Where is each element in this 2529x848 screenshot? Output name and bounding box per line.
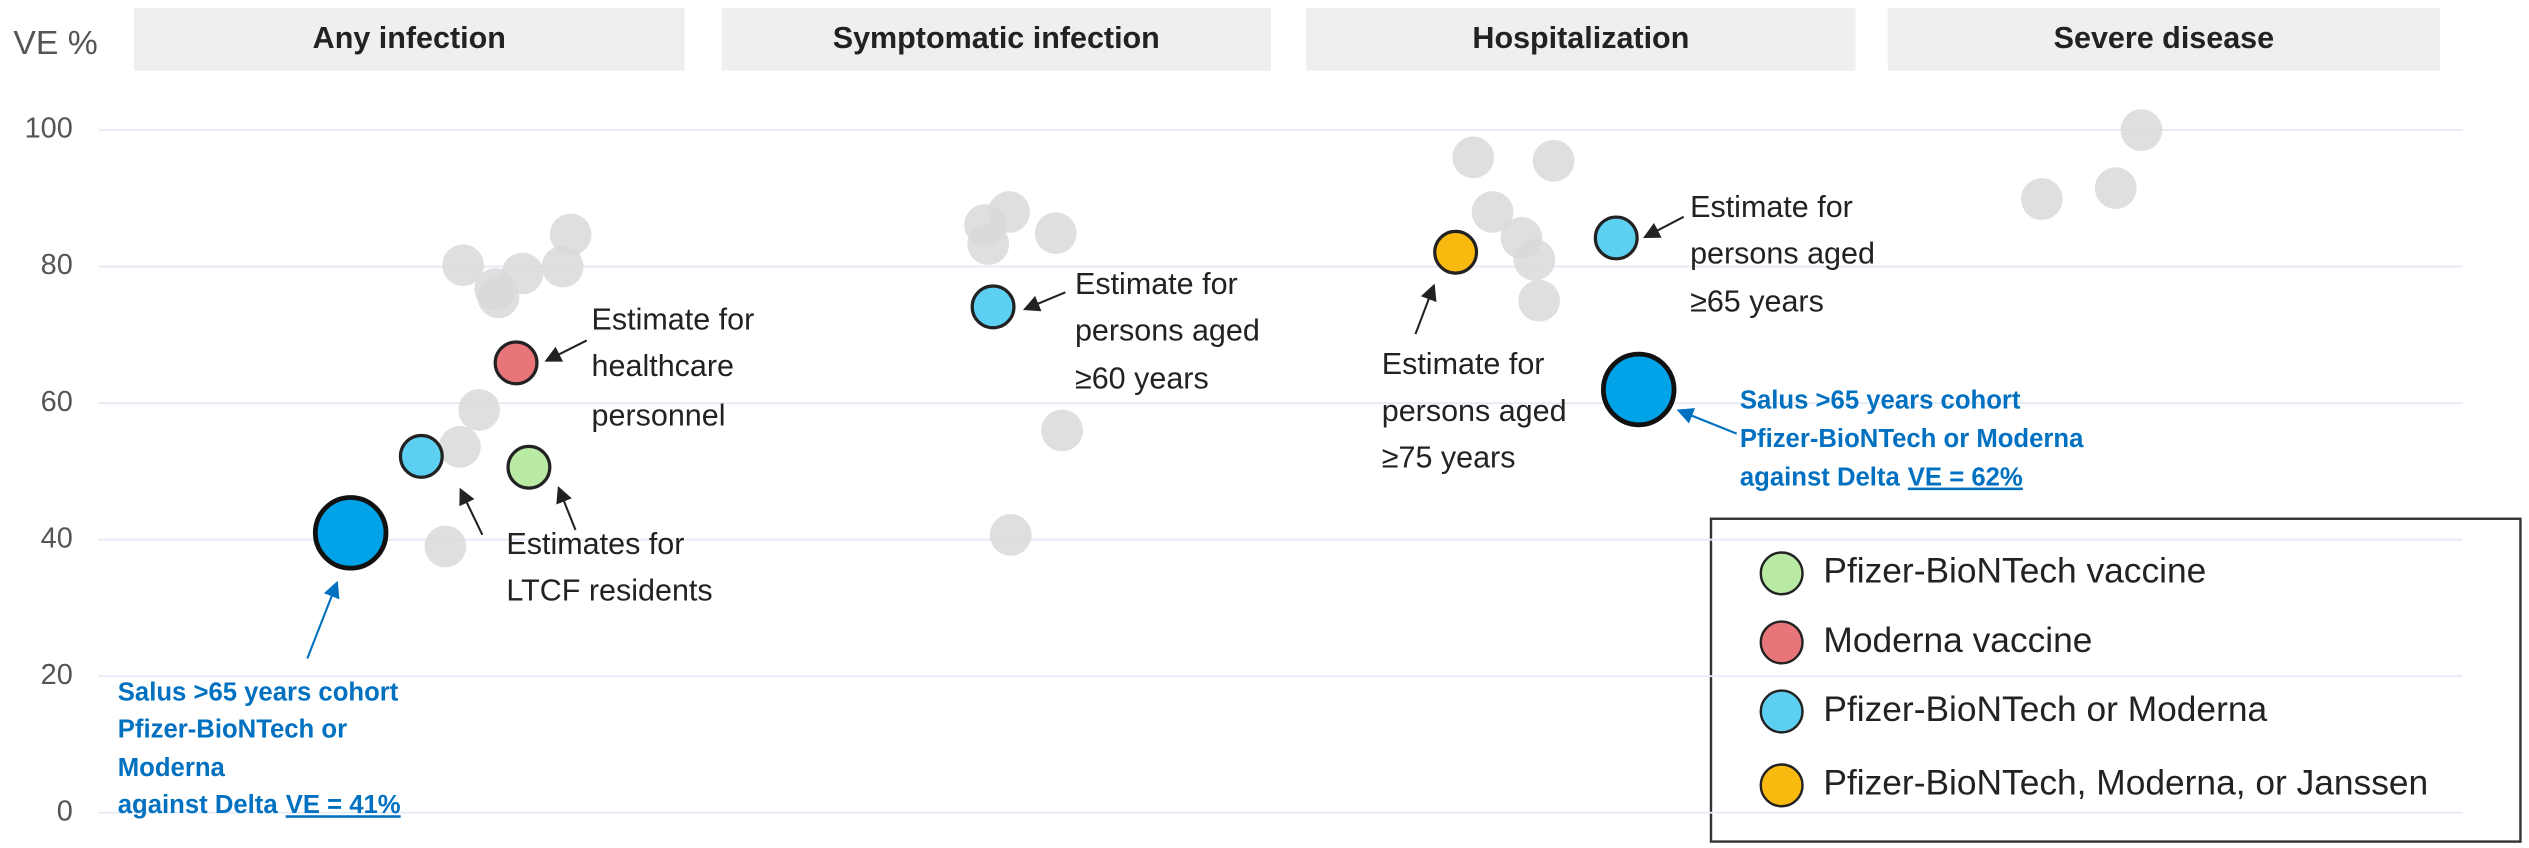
annotation-text: against Delta VE = 41% <box>118 791 401 819</box>
annotation-text: Estimate for <box>1075 267 1238 301</box>
panel-title: Hospitalization <box>1472 21 1689 55</box>
salus-point <box>1600 351 1677 428</box>
annotation-text: ≥75 years <box>1382 440 1516 474</box>
panel-header <box>1887 8 2441 71</box>
annotation-text: against Delta VE = 62% <box>1740 463 2023 491</box>
panel-header <box>721 8 1271 71</box>
estimate-point <box>1433 229 1479 275</box>
other-estimate <box>988 191 1031 233</box>
y-tick-label: 20 <box>41 659 73 691</box>
annotation-value: VE = 62% <box>1908 463 2023 491</box>
annotation-arrow <box>556 485 577 531</box>
annotation-arrow <box>1676 408 1738 435</box>
other-estimate <box>458 389 501 431</box>
other-estimate <box>989 513 1032 556</box>
panel-header <box>1306 8 1856 71</box>
annotation-text: ≥60 years <box>1075 362 1209 396</box>
y-tick-label: 100 <box>25 113 73 145</box>
annotation-text: persons aged <box>1382 394 1567 428</box>
panel-title: Severe disease <box>2054 21 2274 55</box>
annotation-text: ≥65 years <box>1690 285 1824 319</box>
legend-label: Pfizer-BioNTech vaccine <box>1823 552 2206 591</box>
annotation-text: Salus >65 years cohort <box>1740 386 2021 414</box>
y-tick-label: 40 <box>41 522 73 554</box>
legend-label: Pfizer-BioNTech, Moderna, or Janssen <box>1823 764 2428 803</box>
legend-label: Pfizer-BioNTech or Moderna <box>1823 690 2267 729</box>
annotation-text: Salus >65 years cohort <box>118 679 399 707</box>
other-estimate <box>549 213 592 256</box>
other-estimate <box>1452 136 1495 179</box>
annotation-text: persons aged <box>1075 314 1260 348</box>
other-estimate <box>438 425 481 468</box>
other-estimate <box>967 223 1010 265</box>
annotation-text: Estimate for <box>592 302 755 336</box>
other-estimate <box>2094 167 2137 209</box>
legend-swatch <box>1759 620 1804 665</box>
estimate-point <box>506 444 552 490</box>
other-estimate <box>1518 279 1561 322</box>
annotation-line: against Delta <box>118 791 279 819</box>
annotation-text: Pfizer-BioNTech or <box>118 716 347 744</box>
annotation-text: healthcare <box>592 349 734 383</box>
legend-box <box>1709 517 2522 843</box>
other-estimate <box>1513 238 1556 281</box>
annotation-arrow <box>544 339 588 362</box>
annotation-arrow <box>306 580 340 659</box>
panel-title: Any infection <box>313 21 506 55</box>
other-estimate <box>424 525 467 568</box>
panel-title: Symptomatic infection <box>833 21 1160 55</box>
other-estimate <box>442 244 484 287</box>
y-tick-label: 60 <box>41 386 73 418</box>
estimate-point <box>970 284 1016 330</box>
annotation-value: VE = 41% <box>286 791 401 819</box>
annotation-arrow <box>1414 283 1437 335</box>
annotation-line: against Delta <box>1740 463 1901 491</box>
legend-swatch <box>1759 763 1804 808</box>
other-estimate <box>1034 212 1077 255</box>
annotation-text: LTCF residents <box>506 574 712 608</box>
salus-point <box>312 495 389 571</box>
annotation-arrow <box>1022 291 1066 312</box>
annotation-arrow <box>1643 215 1685 239</box>
annotation-arrow <box>459 487 484 536</box>
estimate-point <box>1593 215 1639 261</box>
other-estimate <box>1471 191 1514 233</box>
y-axis-label: VE % <box>13 24 97 62</box>
y-tick-label: 0 <box>57 795 73 827</box>
other-estimate <box>1041 409 1084 452</box>
annotation-text: Pfizer-BioNTech or Moderna <box>1740 425 2084 453</box>
other-estimate <box>541 245 584 288</box>
legend-label: Moderna vaccine <box>1823 621 2092 660</box>
y-tick-label: 80 <box>41 249 73 281</box>
annotation-text: Moderna <box>118 754 226 782</box>
annotation-text: personnel <box>592 399 726 433</box>
legend-swatch <box>1759 689 1804 734</box>
legend-swatch <box>1759 551 1804 596</box>
annotation-text: persons aged <box>1690 236 1875 270</box>
annotation-text: Estimate for <box>1690 190 1853 224</box>
other-estimate <box>1532 139 1575 182</box>
other-estimate <box>2120 109 2163 151</box>
estimate-point <box>398 433 444 479</box>
other-estimate <box>501 252 544 295</box>
panel-header <box>133 8 685 71</box>
estimate-point <box>493 340 539 386</box>
annotation-text: Estimates for <box>506 527 684 561</box>
annotation-text: Estimate for <box>1382 347 1545 381</box>
other-estimate <box>2020 178 2063 220</box>
